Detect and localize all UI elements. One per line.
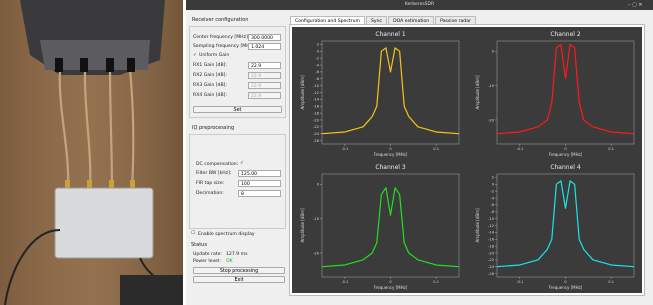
y-tick-label: -12: [488, 224, 494, 228]
y-tick-label: 2: [492, 176, 494, 180]
tab[interactable]: DOA estimation: [388, 16, 434, 24]
hardware-photo: [0, 0, 183, 305]
dropdown: 22.9: [248, 82, 281, 89]
y-tick-label: -20: [488, 118, 495, 122]
spectrum-plots: Channel 120-2-4-6-8-10-12-14-16-18-20-22…: [292, 27, 642, 293]
field-label: Decimation:: [196, 191, 224, 196]
checkbox-label: Enable spectrum display: [198, 232, 255, 237]
dropdown[interactable]: 1.024: [248, 43, 281, 50]
tab[interactable]: Sync: [366, 16, 387, 24]
field-label: RX1 Gain [dB]:: [193, 63, 227, 68]
y-tick-label: -20: [313, 251, 320, 255]
y-tick-label: -24: [488, 265, 495, 269]
chart-title: Channel 3: [375, 164, 406, 171]
y-tick-label: -12: [313, 91, 319, 95]
field-label: FIR tap size:: [196, 181, 224, 186]
exit-button[interactable]: Exit: [193, 276, 285, 283]
x-tick-label: -0.1: [341, 280, 348, 284]
x-tick-label: 0.1: [608, 147, 614, 151]
y-tick-label: -10: [488, 217, 495, 221]
field-label: RX2 Gain [dB]:: [193, 73, 227, 78]
tab[interactable]: Passive radar: [435, 16, 476, 24]
y-tick-label: -26: [313, 139, 320, 143]
y-axis-label: Amplitude [dBm]: [300, 208, 305, 243]
y-tick-label: -14: [488, 231, 495, 235]
plot-background: [292, 27, 642, 293]
chart-title: Channel 1: [375, 31, 406, 38]
y-tick-label: -14: [313, 98, 320, 102]
field-label: Sampling frequency [MHz]:: [193, 44, 255, 49]
field-label: Filter BW [kHz]:: [196, 171, 231, 176]
section-heading: Status: [191, 242, 207, 248]
status-label: Update rate:: [193, 252, 222, 257]
section-heading: IQ preprocessing: [192, 125, 234, 131]
chart-title: Channel 4: [550, 164, 581, 171]
dropdown[interactable]: 22.9: [248, 62, 281, 69]
checkbox-label: Uniform Gain: [199, 53, 229, 58]
stop-button[interactable]: Stop processing: [193, 267, 285, 274]
y-axis-label: Amplitude [dBm]: [300, 75, 305, 110]
y-axis-label: Amplitude [dBm]: [475, 75, 480, 110]
text-input[interactable]: 300.0000: [248, 34, 281, 41]
field-label: RX4 Gain [dB]:: [193, 93, 227, 98]
y-tick-label: -24: [313, 132, 320, 136]
checkbox[interactable]: ✓: [240, 161, 244, 166]
y-tick-label: -10: [313, 84, 320, 88]
checkbox[interactable]: ✓: [193, 53, 197, 58]
y-tick-label: -20: [488, 251, 495, 255]
dropdown: 22.9: [248, 72, 281, 79]
y-tick-label: -10: [488, 84, 495, 88]
set-button[interactable]: Set: [193, 106, 282, 113]
y-tick-label: -18: [488, 244, 495, 248]
chart-title: Channel 2: [550, 31, 581, 38]
spin-box[interactable]: 100: [238, 180, 281, 187]
screenshot: KerberosSDR – ▢ ✕ Receiver configuration…: [0, 0, 653, 305]
section-heading: Receiver configuration: [192, 17, 248, 23]
x-tick-label: -0.1: [516, 147, 523, 151]
x-tick-label: 0.1: [433, 147, 439, 151]
x-axis-label: Frequency [MHz]: [374, 285, 408, 290]
field-label: RX3 Gain [dB]:: [193, 83, 227, 88]
y-axis-label: Amplitude [dBm]: [475, 208, 480, 243]
status-value: OK: [226, 259, 233, 264]
window-title: KerberosSDR: [186, 2, 653, 7]
y-tick-label: -10: [313, 217, 320, 221]
y-tick-label: -22: [488, 258, 494, 262]
dropdown: 22.9: [248, 92, 281, 99]
field-label: Center frequency [MHz]:: [193, 35, 249, 40]
x-axis-label: Frequency [MHz]: [549, 285, 583, 290]
x-axis-label: Frequency [MHz]: [374, 152, 408, 157]
tab-bar: Configuration and Spectrum Sync DOA esti…: [290, 16, 476, 24]
x-tick-label: -0.1: [341, 147, 348, 151]
spin-box[interactable]: 125.00: [238, 170, 281, 177]
y-tick-label: -16: [313, 105, 320, 109]
y-tick-label: -20: [313, 118, 320, 122]
field-label: DC compensation:: [196, 162, 238, 167]
y-tick-label: -16: [488, 238, 495, 242]
y-tick-label: -2: [490, 189, 494, 193]
window-controls[interactable]: – ▢ ✕: [628, 2, 643, 8]
x-tick-label: 0.1: [608, 280, 614, 284]
y-tick-label: -26: [488, 272, 495, 276]
x-tick-label: -0.1: [516, 280, 523, 284]
x-axis-label: Frequency [MHz]: [549, 152, 583, 157]
y-tick-label: -2: [315, 56, 319, 60]
x-tick-label: 0.1: [433, 280, 439, 284]
y-tick-label: -18: [313, 111, 320, 115]
status-value: 127.9 ms: [226, 252, 247, 257]
status-label: Power level:: [193, 259, 221, 264]
y-tick-label: 2: [317, 43, 319, 47]
checkbox[interactable]: ☐: [191, 231, 195, 236]
tab[interactable]: Configuration and Spectrum: [290, 16, 365, 24]
spin-box[interactable]: 8: [238, 190, 281, 197]
y-tick-label: -22: [313, 125, 319, 129]
